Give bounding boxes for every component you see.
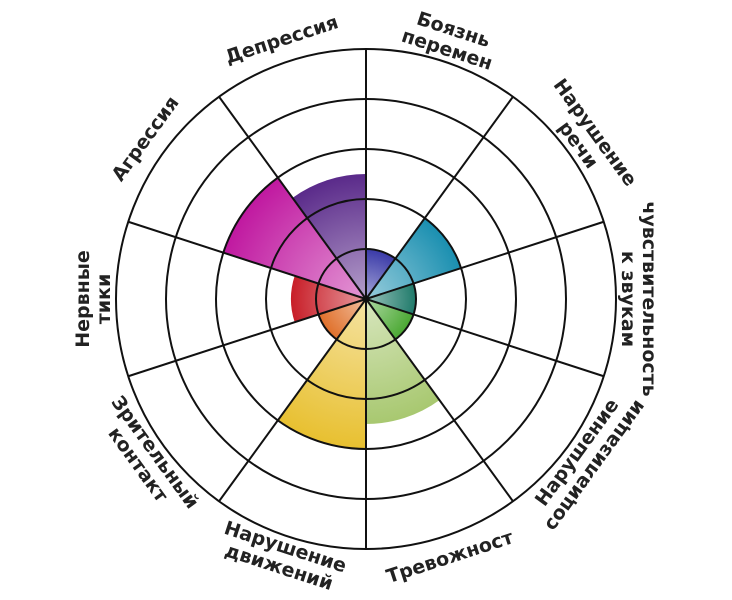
sector bbox=[366, 299, 440, 424]
spoke bbox=[218, 96, 367, 300]
category-label-line: чувствительность bbox=[638, 201, 660, 396]
spoke bbox=[127, 298, 367, 378]
category-label-line: Депрессия bbox=[223, 11, 342, 68]
sector bbox=[223, 177, 366, 299]
spoke bbox=[365, 298, 605, 378]
category-label-line: Агрессия bbox=[108, 92, 184, 185]
sector bbox=[292, 174, 366, 299]
sector bbox=[366, 299, 414, 340]
spoke bbox=[365, 220, 605, 300]
category-label-line: к звукам bbox=[617, 251, 639, 347]
sector bbox=[366, 283, 416, 315]
sector bbox=[366, 249, 396, 299]
spoke bbox=[365, 298, 514, 502]
category-label-line: тики bbox=[93, 274, 115, 325]
category-label: Агрессия bbox=[108, 92, 184, 185]
sector bbox=[277, 299, 366, 449]
spoke bbox=[218, 298, 367, 502]
category-label-line: Нервные bbox=[72, 250, 94, 348]
category-label: Тревожност bbox=[384, 526, 516, 588]
category-label: Депрессия bbox=[223, 11, 342, 68]
spoke bbox=[365, 96, 514, 300]
sector bbox=[366, 218, 462, 299]
category-label: Нервные тики bbox=[72, 250, 115, 348]
spoke bbox=[127, 220, 367, 300]
sector bbox=[291, 275, 366, 323]
sector bbox=[318, 299, 366, 340]
category-label-line: Тревожност bbox=[384, 526, 516, 588]
